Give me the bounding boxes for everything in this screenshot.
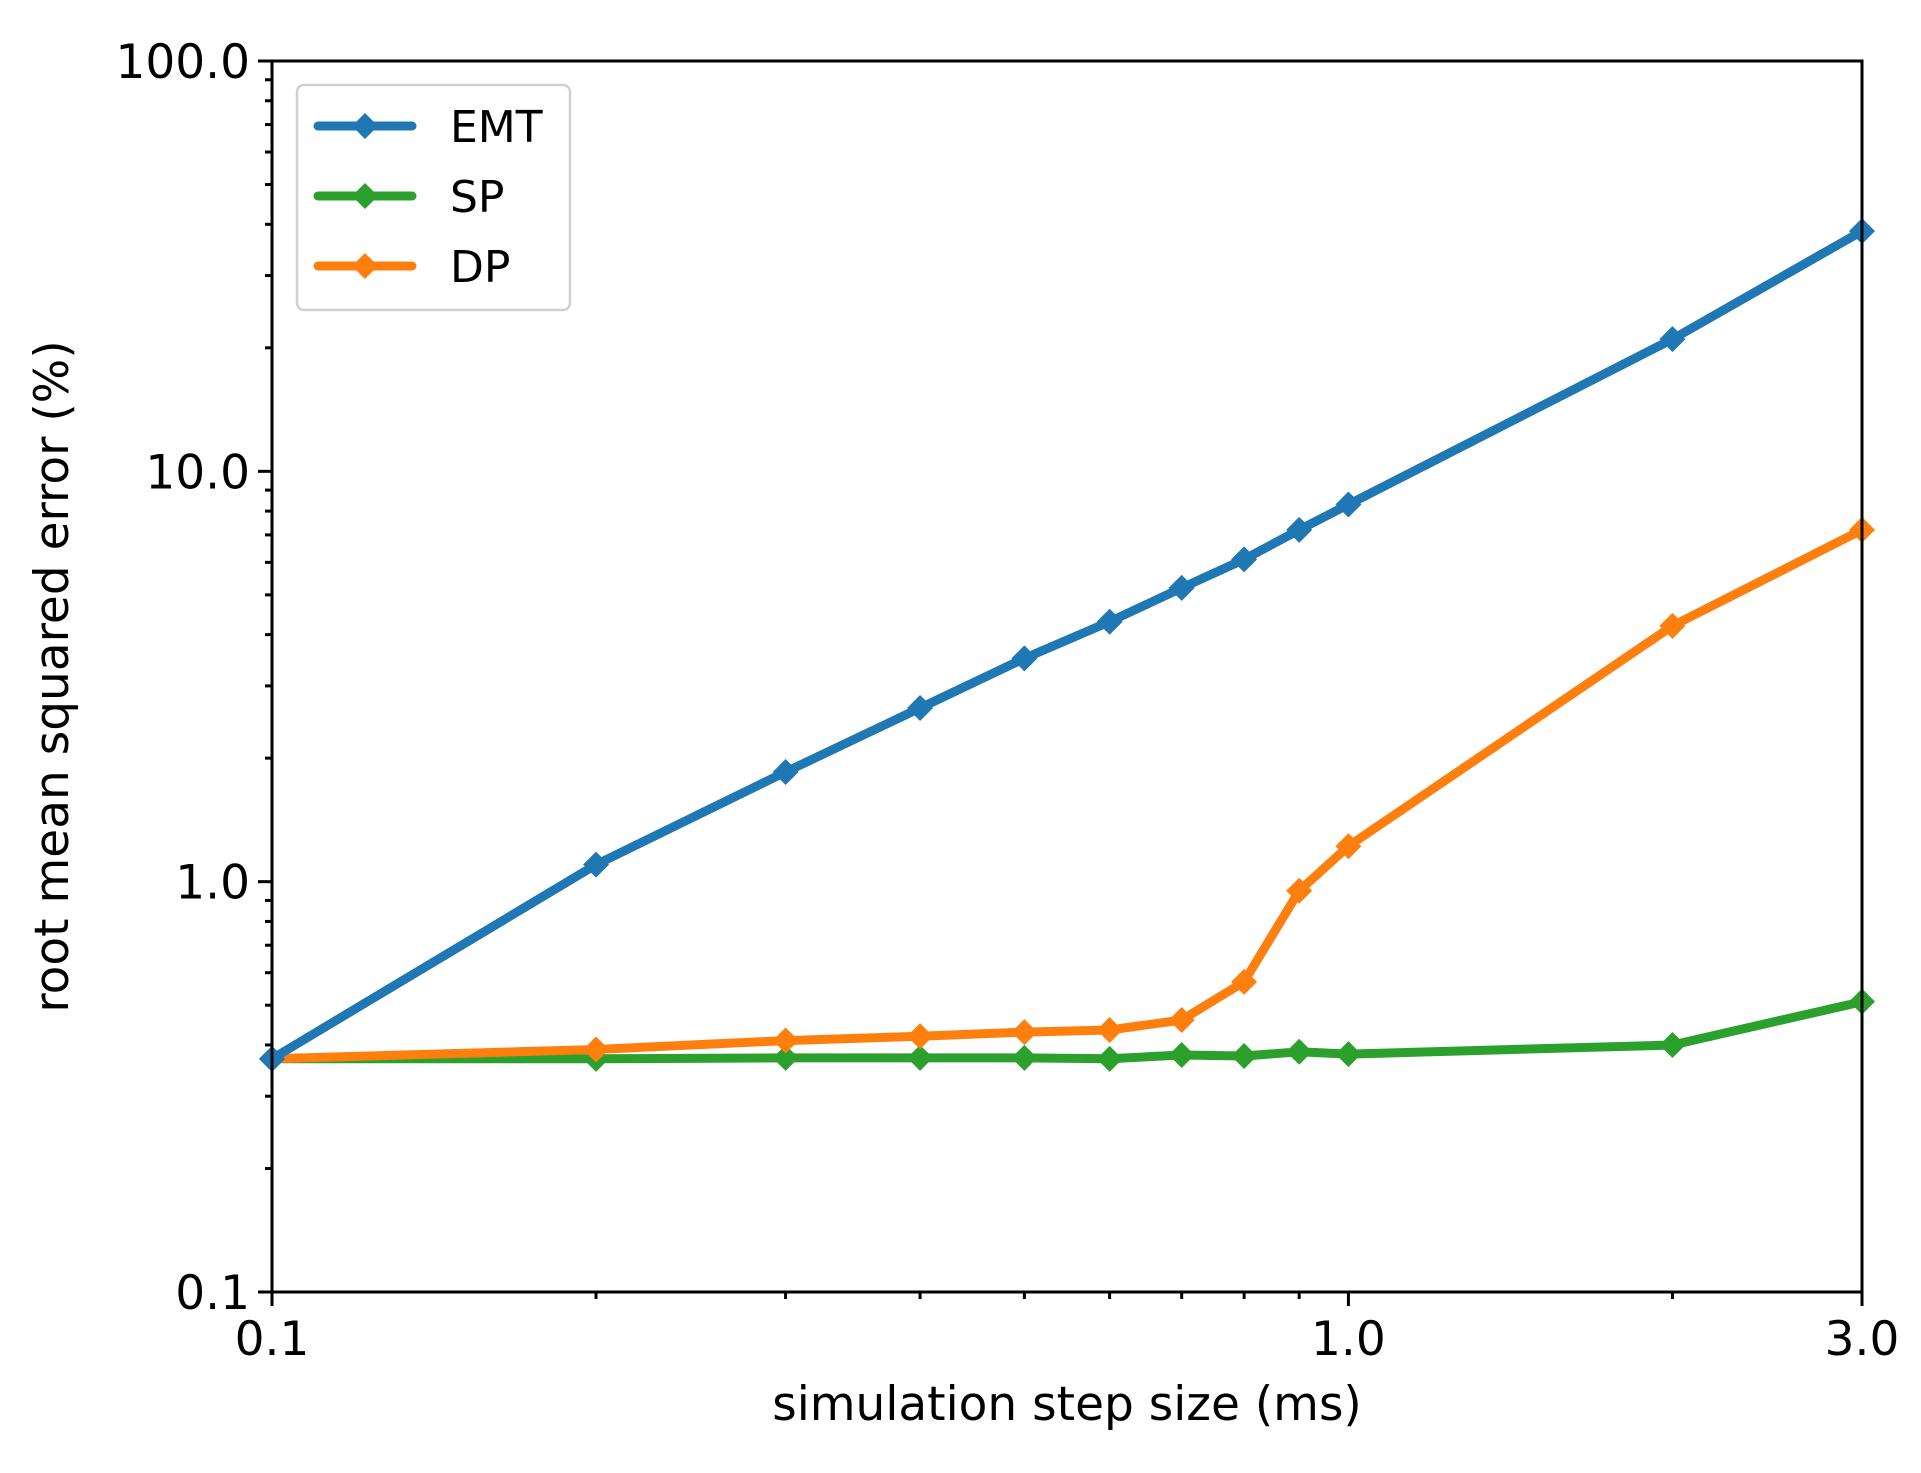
x-axis-label: simulation step size (ms) (772, 1377, 1362, 1432)
y-tick-label: 10.0 (145, 445, 250, 500)
legend-marker-sp (352, 183, 378, 209)
data-point-sp (1659, 1031, 1686, 1058)
data-point-sp (1168, 1042, 1195, 1069)
x-tick-label: 1.0 (1311, 1312, 1386, 1367)
series-emt (259, 218, 1875, 1072)
data-point-emt (772, 759, 799, 786)
legend-label-dp: DP (450, 242, 510, 293)
data-point-emt (907, 694, 934, 721)
x-tick-label: 0.1 (235, 1312, 310, 1367)
data-point-dp (772, 1027, 799, 1054)
data-point-dp (1335, 833, 1362, 860)
data-point-dp (1168, 1007, 1195, 1034)
y-tick-label: 1.0 (175, 856, 250, 911)
series-line-dp (267, 525, 1867, 1064)
data-point-dp (1096, 1017, 1123, 1044)
series-layer (259, 218, 1875, 1072)
data-point-emt (1011, 645, 1038, 672)
data-point-sp (1286, 1038, 1313, 1065)
legend-label-emt: EMT (450, 102, 543, 153)
legend-marker-emt (352, 113, 378, 139)
data-point-sp (1335, 1041, 1362, 1068)
data-point-emt (1168, 574, 1195, 601)
data-point-emt (583, 851, 610, 878)
data-point-emt (1335, 491, 1362, 518)
legend: EMT SP DP (295, 83, 572, 312)
series-dp (259, 516, 1875, 1072)
data-point-emt (1096, 608, 1123, 635)
data-point-dp (583, 1036, 610, 1063)
data-point-dp (907, 1023, 934, 1050)
data-point-emt (1659, 326, 1686, 353)
x-tick-label: 3.0 (1825, 1312, 1900, 1367)
data-point-dp (1231, 968, 1258, 995)
legend-marker-dp (352, 253, 378, 279)
legend-label-sp: SP (450, 172, 504, 223)
data-point-sp (772, 1044, 799, 1071)
data-point-dp (1011, 1019, 1038, 1046)
data-point-dp (1286, 877, 1313, 904)
data-point-dp (1659, 612, 1686, 639)
data-point-sp (907, 1044, 934, 1071)
y-tick-label: 0.1 (175, 1266, 250, 1321)
y-tick-label: 100.0 (115, 35, 250, 90)
series-line-emt (267, 226, 1867, 1064)
data-point-sp (1011, 1044, 1038, 1071)
data-point-emt (1286, 516, 1313, 543)
plot-frame (270, 59, 1864, 1294)
data-point-emt (1231, 546, 1258, 573)
series-line-sp (267, 997, 1867, 1064)
data-point-sp (1231, 1042, 1258, 1069)
data-point-sp (1096, 1045, 1123, 1072)
y-axis-label: root mean squared error (%) (25, 340, 80, 1012)
